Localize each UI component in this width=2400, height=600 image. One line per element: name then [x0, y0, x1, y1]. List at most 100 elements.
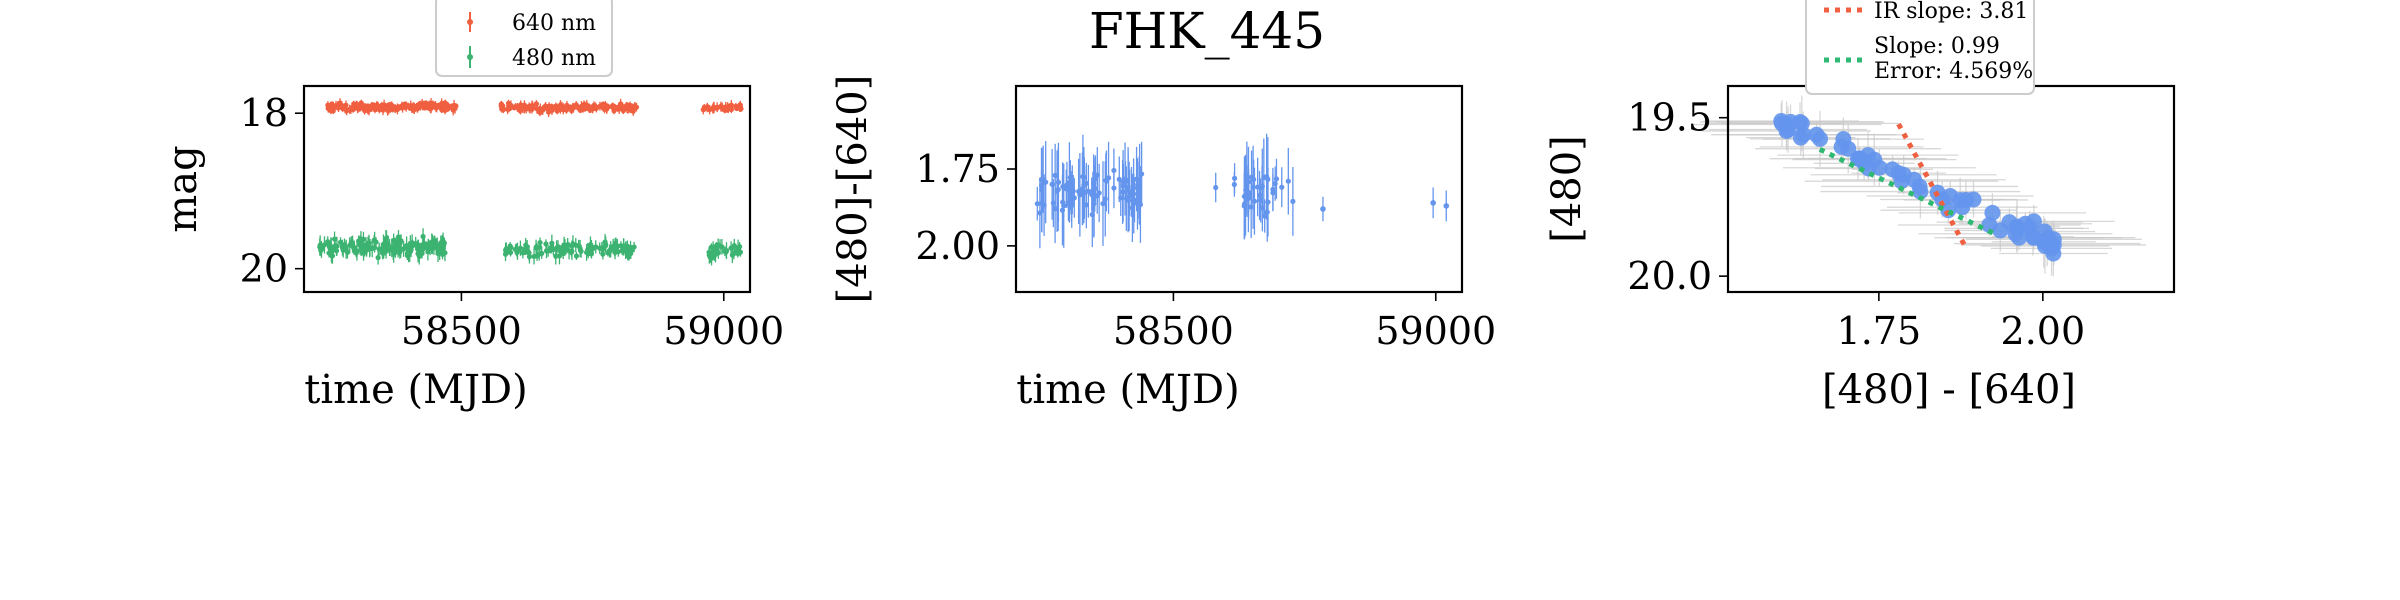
legend-fit-slope-label: Slope: 0.99 — [1874, 34, 2000, 59]
lightcurve-point — [503, 247, 509, 253]
lightcurve-point — [385, 107, 391, 113]
lightcurve-point — [533, 101, 539, 107]
color-point — [1133, 176, 1140, 182]
lightcurve-point — [437, 249, 443, 255]
lightcurve-point — [348, 239, 354, 245]
lightcurve-point — [728, 106, 734, 113]
color-point — [1090, 188, 1096, 194]
color-point — [1290, 198, 1296, 204]
lightcurve-point — [333, 102, 339, 109]
lightcurve-point — [602, 239, 608, 245]
color-point — [1091, 201, 1097, 207]
lightcurve-point — [562, 105, 568, 111]
lightcurve-point — [577, 245, 583, 252]
lightcurve-point — [433, 244, 439, 250]
lightcurve-point — [373, 104, 379, 110]
lightcurve-point — [413, 241, 419, 247]
lightcurve-point — [619, 247, 625, 254]
lightcurve-point — [569, 243, 575, 249]
color-point — [1213, 184, 1219, 191]
legend-640-label: 640 nm — [512, 11, 596, 36]
colormag-point — [1911, 178, 1928, 195]
lightcurve-point — [554, 245, 560, 251]
colormag-panel: 1.75 2.00 19.5 20.0 [480] - [640] [480] IR … — [1544, 0, 2176, 413]
color-point — [1076, 188, 1082, 195]
colorcurve-panel: FHK_445 58500 59000 1.75 2.00 time (MJD) [4… — [830, 2, 1496, 413]
lightcurve-point — [372, 244, 378, 251]
lightcurve-point — [420, 233, 426, 240]
colorcurve-xlabel: time (MJD) — [1016, 367, 1239, 413]
lightcurve-point — [707, 254, 714, 260]
color-point — [1430, 200, 1436, 206]
color-point — [1443, 203, 1450, 209]
lightcurve-point — [440, 102, 446, 109]
lightcurve-point — [344, 108, 350, 114]
color-point — [1248, 174, 1255, 180]
lightcurve-point — [575, 105, 581, 111]
colorcurve-ylabel: [480]-[640] — [830, 75, 876, 304]
lightcurve-point — [549, 240, 555, 246]
lightcurve-legend: 640 nm 480 nm — [435, 0, 613, 77]
lightcurve-ylabel: mag — [160, 145, 206, 232]
lightcurve-point — [433, 105, 439, 111]
color-point — [1279, 184, 1285, 190]
color-point — [1256, 192, 1263, 198]
lightcurve-point — [329, 101, 335, 107]
lightcurve-point — [731, 250, 737, 257]
color-point — [1079, 186, 1085, 192]
color-point — [1285, 178, 1291, 184]
lightcurve-point — [420, 241, 426, 247]
lightcurve-xtick-label: 58500 — [401, 309, 522, 353]
colormag-point — [1793, 115, 1810, 132]
colormag-point — [1808, 126, 1825, 143]
lightcurve-point — [351, 101, 357, 107]
lightcurve-point — [534, 106, 540, 112]
lightcurve-point — [543, 241, 549, 247]
color-point — [1264, 174, 1270, 180]
lightcurve-point — [582, 105, 588, 111]
lightcurve-point — [593, 104, 599, 110]
ir-slope-line — [1896, 122, 1967, 246]
lightcurve-legend-box — [435, 0, 613, 77]
lightcurve-point — [342, 244, 348, 250]
lightcurve-point — [351, 245, 357, 251]
legend-fit-error-label: Error: 4.569% — [1874, 59, 2033, 84]
colormag-ytick-label: 19.5 — [1627, 96, 1712, 140]
colorcurve-ytick-label: 2.00 — [915, 224, 1000, 268]
lightcurve-point — [610, 104, 616, 110]
lightcurve-point — [404, 242, 410, 249]
color-point — [1034, 201, 1040, 207]
lightcurve-point — [379, 105, 385, 111]
lightcurve-xlabel: time (MJD) — [304, 367, 527, 413]
lightcurve-point — [360, 250, 367, 256]
color-point — [1126, 193, 1132, 199]
color-point — [1103, 177, 1109, 183]
color-point — [1039, 200, 1045, 206]
lightcurve-point — [514, 104, 520, 111]
lightcurve-xtick-label: 59000 — [663, 309, 784, 353]
colormag-ticks: 1.75 2.00 19.5 20.0 — [1627, 96, 2085, 353]
lightcurve-point — [331, 236, 338, 242]
color-point — [1131, 197, 1138, 203]
lightcurve-point — [734, 105, 740, 112]
colormag-point — [1984, 204, 2001, 221]
lightcurve-point — [570, 104, 576, 110]
lightcurve-point — [728, 102, 734, 108]
lightcurve-point — [369, 104, 375, 110]
color-point — [1125, 187, 1131, 193]
colormag-xlabel: [480] - [640] — [1822, 367, 2076, 413]
lightcurve-point — [344, 249, 351, 256]
lightcurve-ytick-label: 18 — [240, 91, 288, 135]
legend-640-marker — [467, 19, 473, 25]
lightcurve-point — [627, 106, 633, 112]
lightcurve-point — [573, 253, 580, 259]
lightcurve-point — [325, 240, 331, 247]
lightcurve-point — [523, 242, 529, 248]
color-point — [1136, 184, 1142, 191]
color-point — [1241, 193, 1248, 200]
lightcurve-point — [600, 101, 606, 107]
lightcurve-point — [536, 251, 542, 257]
lightcurve-ticks: 58500 59000 18 20 — [240, 91, 785, 353]
colormag-point — [1981, 216, 1998, 233]
